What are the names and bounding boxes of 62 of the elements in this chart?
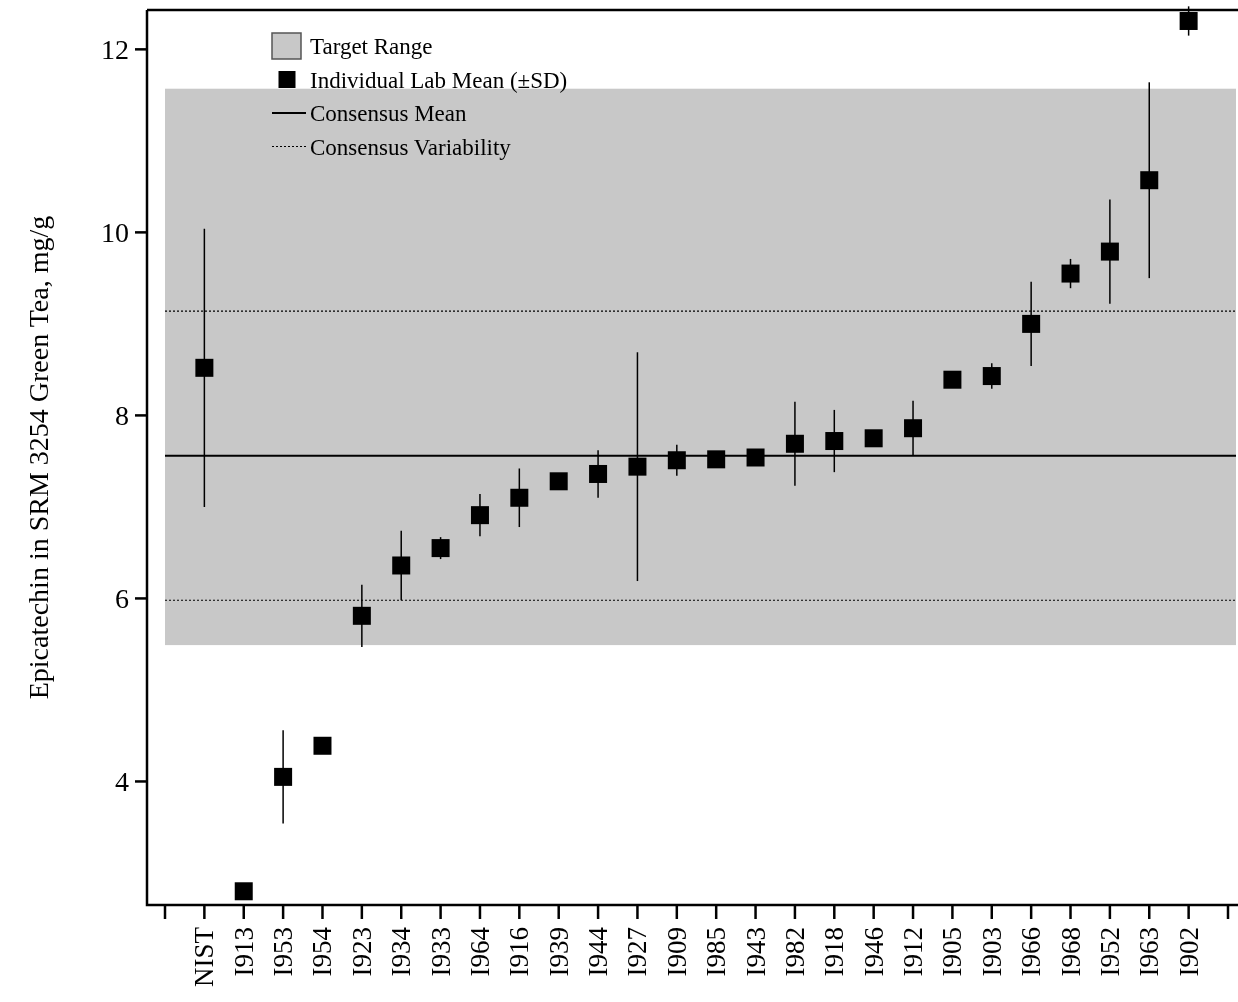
legend-label: Consensus Variability [310,134,512,160]
x-tick-label: I923 [346,927,377,977]
point [549,472,568,491]
x-tick-label: NIST [189,926,220,987]
x-tick-label: I918 [819,927,850,977]
point [589,464,608,483]
point [431,539,450,558]
point [1061,264,1080,283]
y-tick-label: 12 [101,34,129,66]
x-tick-label: I912 [898,927,929,977]
point [943,370,962,389]
point [1140,171,1159,190]
y-tick-label: 8 [115,400,129,432]
y-tick-label: 10 [101,217,129,249]
point [274,767,293,786]
x-tick-label: I943 [740,927,771,977]
point [352,606,371,625]
x-tick-label: I909 [661,927,692,977]
point [1022,314,1041,333]
point [667,451,686,470]
point [746,448,765,467]
point [234,882,253,901]
point [825,432,844,451]
point [392,556,411,575]
x-tick-label: I934 [386,926,417,977]
y-tick-label: 6 [115,583,129,615]
x-tick-label: I902 [1173,927,1204,977]
x-tick-label: I985 [701,927,732,977]
y-tick-label: 4 [115,766,129,798]
x-tick-label: I903 [976,927,1007,977]
point [510,488,529,507]
x-tick-label: I946 [858,927,889,977]
x-tick-label: I968 [1055,927,1086,977]
point [982,367,1001,386]
legend-label: Consensus Mean [310,101,468,127]
x-tick-label: I964 [464,926,495,977]
legend-label: Individual Lab Mean (±SD) [310,67,568,93]
x-tick-label: I952 [1094,927,1125,977]
x-tick-label: I913 [228,927,259,977]
x-tick-label: I905 [937,927,968,977]
band-label: Target Range [310,34,433,60]
point [628,457,647,476]
x-tick-label: I963 [1134,927,1165,977]
point [904,419,923,438]
point [313,736,332,755]
x-tick-label: I953 [268,927,299,977]
x-tick-label: I916 [504,927,535,977]
x-tick-label: I939 [543,927,574,977]
point [195,358,214,377]
x-tick-label: I927 [622,927,653,977]
y-axis-title: Epicatechin in SRM 3254 Green Tea, mg/g [23,215,54,700]
point [864,429,883,448]
point [1179,11,1198,30]
point [785,434,804,453]
x-tick-label: I966 [1016,927,1047,977]
point [707,450,726,469]
x-tick-label: I954 [307,926,338,977]
point [1100,242,1119,261]
x-tick-label: I982 [779,927,810,977]
point [470,506,489,525]
x-tick-label: I944 [583,926,614,977]
x-tick-label: I933 [425,927,456,977]
